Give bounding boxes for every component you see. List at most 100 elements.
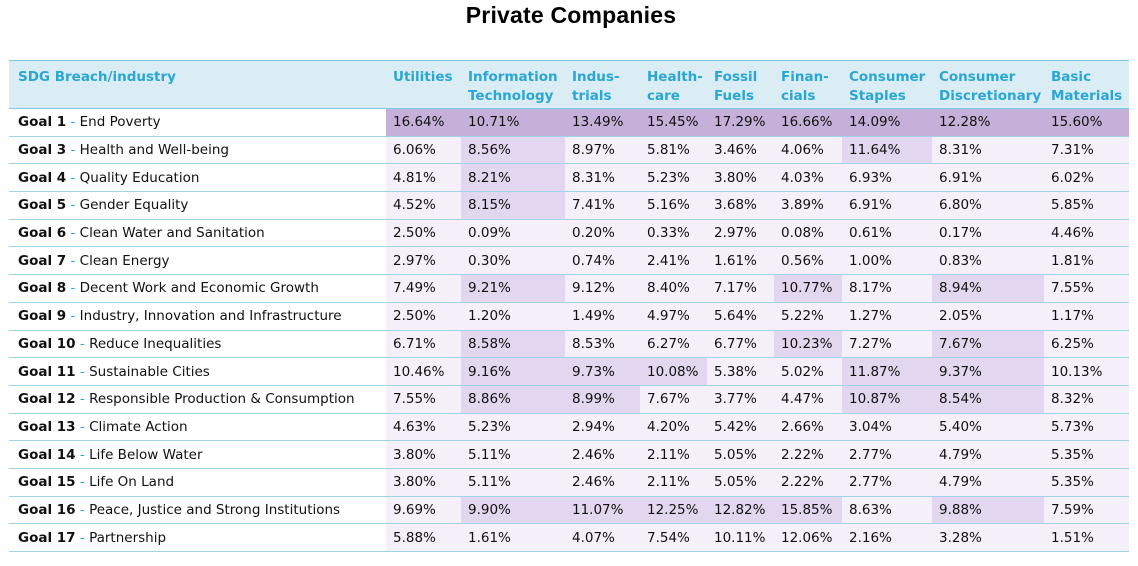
value-cell: 0.08% xyxy=(774,219,842,248)
value-cell: 1.49% xyxy=(565,302,640,331)
table-row: Goal 8 - Decent Work and Economic Growth… xyxy=(9,274,1129,303)
table-row: Goal 12 - Responsible Production & Consu… xyxy=(9,385,1129,414)
value-cell: 8.94% xyxy=(932,274,1044,303)
value-cell: 4.63% xyxy=(386,413,461,442)
column-header-consumer-staples: Consumer Staples xyxy=(842,60,932,109)
value-cell: 17.29% xyxy=(707,108,774,137)
goal-separator: - xyxy=(66,252,80,269)
value-cell: 12.25% xyxy=(640,496,707,525)
value-cell: 15.85% xyxy=(774,496,842,525)
goal-name: Partnership xyxy=(89,529,167,546)
row-label: Goal 8 - Decent Work and Economic Growth xyxy=(9,274,386,303)
goal-number: Goal 11 xyxy=(18,363,76,380)
value-cell: 0.61% xyxy=(842,219,932,248)
value-cell: 13.49% xyxy=(565,108,640,137)
value-cell: 4.81% xyxy=(386,163,461,193)
value-cell: 8.31% xyxy=(932,136,1044,165)
value-cell: 5.02% xyxy=(774,357,842,386)
value-cell: 4.07% xyxy=(565,523,640,552)
value-cell: 2.16% xyxy=(842,523,932,552)
value-cell: 0.56% xyxy=(774,246,842,276)
table-row: Goal 7 - Clean Energy 2.97% 0.30% 0.74% 2.41… xyxy=(9,246,1129,276)
row-label: Goal 3 - Health and Well-being xyxy=(9,136,386,165)
goal-separator: - xyxy=(75,501,90,518)
value-cell: 5.73% xyxy=(1044,413,1129,442)
value-cell: 0.33% xyxy=(640,219,707,248)
table-row: Goal 16 - Peace, Justice and Strong Inst… xyxy=(9,496,1129,525)
value-cell: 10.87% xyxy=(842,385,932,414)
goal-name: Quality Education xyxy=(79,169,200,186)
value-cell: 5.23% xyxy=(640,163,707,193)
value-cell: 7.17% xyxy=(707,274,774,303)
value-cell: 0.74% xyxy=(565,246,640,276)
value-cell: 6.27% xyxy=(640,330,707,359)
value-cell: 5.42% xyxy=(707,413,774,442)
table-row: Goal 6 - Clean Water and Sanitation 2.50%… xyxy=(9,219,1129,248)
value-cell: 1.81% xyxy=(1044,246,1129,276)
value-cell: 5.23% xyxy=(461,413,565,442)
table-row: Goal 10 - Reduce Inequalities 6.71% 8.58% 8… xyxy=(9,330,1129,359)
value-cell: 5.88% xyxy=(386,523,461,552)
value-cell: 7.31% xyxy=(1044,136,1129,165)
value-cell: 6.71% xyxy=(386,330,461,359)
value-cell: 4.46% xyxy=(1044,219,1129,248)
value-cell: 10.11% xyxy=(707,523,774,552)
row-label: Goal 12 - Responsible Production & Consu… xyxy=(9,385,386,414)
goal-name: Industry, Innovation and Infrastructure xyxy=(79,308,342,325)
goal-number: Goal 16 xyxy=(18,501,76,518)
value-cell: 6.80% xyxy=(932,191,1044,220)
goal-number: Goal 8 xyxy=(18,280,67,297)
value-cell: 9.37% xyxy=(932,357,1044,386)
value-cell: 6.06% xyxy=(386,136,461,165)
value-cell: 9.12% xyxy=(565,274,640,303)
value-cell: 4.06% xyxy=(774,136,842,165)
goal-number: Goal 15 xyxy=(18,474,76,491)
value-cell: 7.67% xyxy=(640,385,707,414)
value-cell: 1.00% xyxy=(842,246,932,276)
value-cell: 15.45% xyxy=(640,108,707,137)
goal-number: Goal 13 xyxy=(18,418,76,435)
column-header-information-technology: Information Technology xyxy=(461,60,565,109)
value-cell: 2.46% xyxy=(565,440,640,469)
value-cell: 8.56% xyxy=(461,136,565,165)
column-header-utilities: Utilities xyxy=(386,60,461,109)
goal-name: Life On Land xyxy=(89,474,175,491)
value-cell: 8.63% xyxy=(842,496,932,525)
value-cell: 5.38% xyxy=(707,357,774,386)
value-cell: 2.77% xyxy=(842,468,932,497)
goal-name: Sustainable Cities xyxy=(89,363,210,380)
table-row: Goal 17 - Partnership 5.88% 1.61% 4.07% 7.54… xyxy=(9,523,1129,552)
value-cell: 2.97% xyxy=(386,246,461,276)
goal-name: Clean Energy xyxy=(79,252,170,269)
value-cell: 4.52% xyxy=(386,191,461,220)
value-cell: 2.46% xyxy=(565,468,640,497)
value-cell: 15.60% xyxy=(1044,108,1129,137)
value-cell: 7.54% xyxy=(640,523,707,552)
value-cell: 2.41% xyxy=(640,246,707,276)
value-cell: 3.80% xyxy=(386,440,461,469)
value-cell: 5.85% xyxy=(1044,191,1129,220)
value-cell: 16.66% xyxy=(774,108,842,137)
value-cell: 14.09% xyxy=(842,108,932,137)
table-row: Goal 4 - Quality Education 4.81% 8.21% 8.31… xyxy=(9,163,1129,193)
value-cell: 8.15% xyxy=(461,191,565,220)
value-cell: 2.05% xyxy=(932,302,1044,331)
value-cell: 8.86% xyxy=(461,385,565,414)
goal-name: Clean Water and Sanitation xyxy=(79,225,265,242)
goal-separator: - xyxy=(66,197,80,214)
value-cell: 0.83% xyxy=(932,246,1044,276)
goal-number: Goal 14 xyxy=(18,446,76,463)
value-cell: 12.28% xyxy=(932,108,1044,137)
goal-number: Goal 6 xyxy=(18,225,67,242)
value-cell: 7.67% xyxy=(932,330,1044,359)
sdg-industry-table: SDG Breach/industry Utilities Informatio… xyxy=(9,60,1129,552)
goal-number: Goal 10 xyxy=(18,335,76,352)
goal-number: Goal 3 xyxy=(18,142,67,159)
value-cell: 8.97% xyxy=(565,136,640,165)
row-label: Goal 4 - Quality Education xyxy=(9,163,386,193)
row-label: Goal 10 - Reduce Inequalities xyxy=(9,330,386,359)
goal-separator: - xyxy=(66,169,80,186)
table-body: Goal 1 - End Poverty 16.64% 10.71% 13.49% 15… xyxy=(9,108,1129,552)
goal-name: Gender Equality xyxy=(79,197,189,214)
value-cell: 9.69% xyxy=(386,496,461,525)
